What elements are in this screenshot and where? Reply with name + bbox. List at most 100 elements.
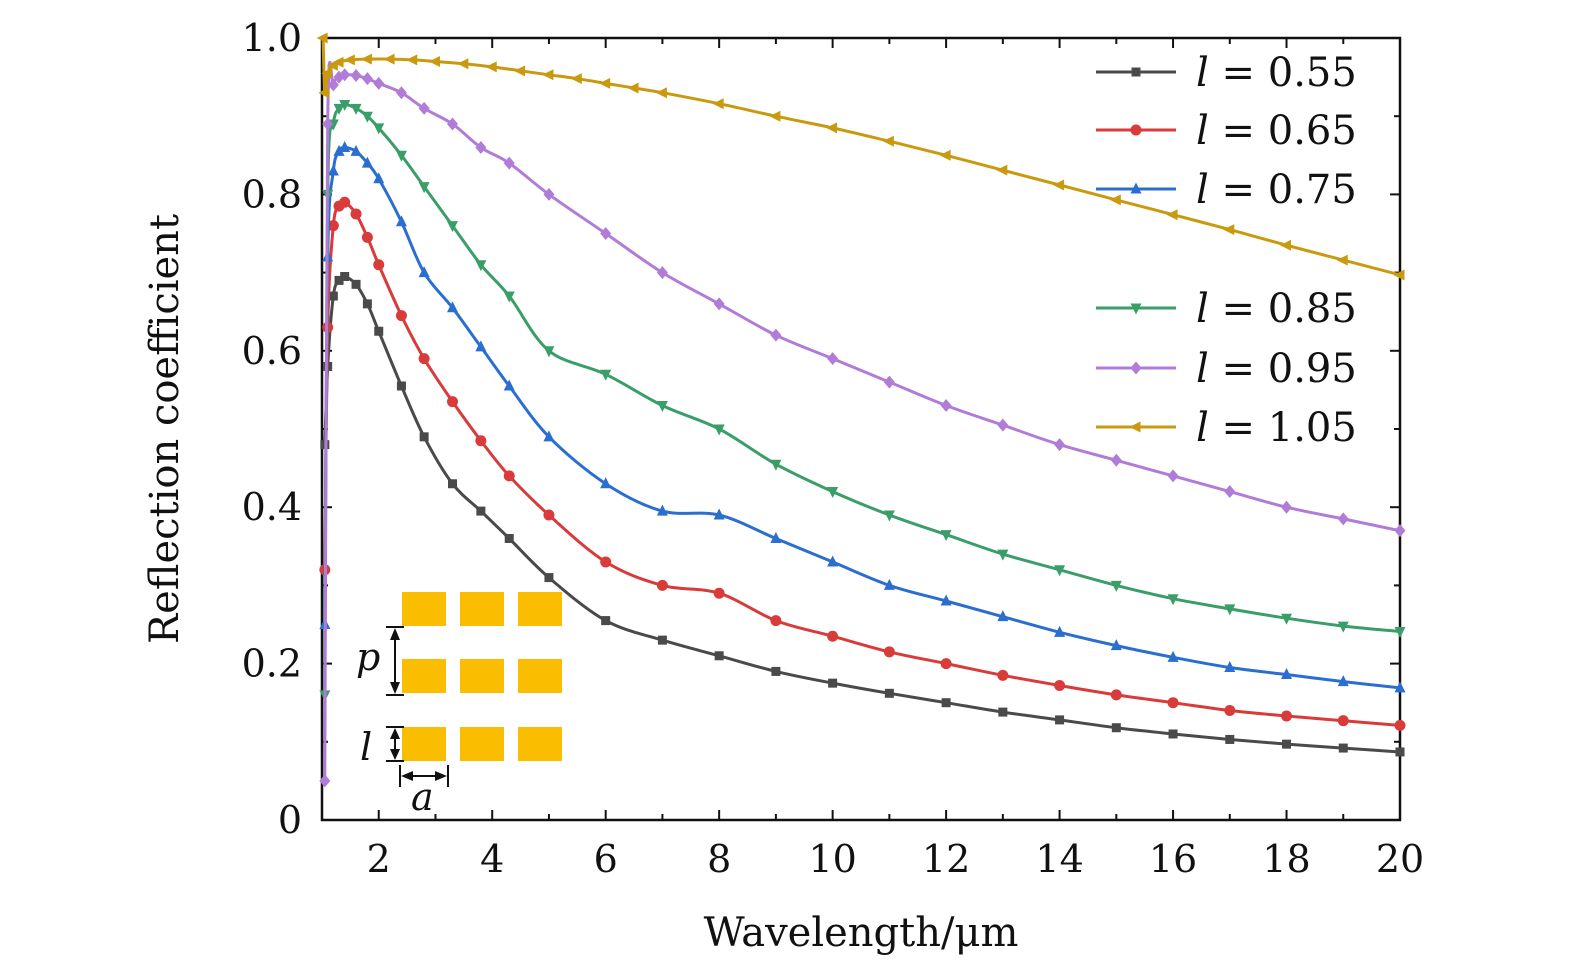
data-point xyxy=(1281,668,1293,680)
data-point xyxy=(1168,729,1178,739)
y-tick-label: 0.4 xyxy=(242,485,302,529)
patch-1-3 xyxy=(518,592,562,626)
data-point xyxy=(657,635,667,645)
data-point xyxy=(1394,681,1406,693)
x-tick-label: 16 xyxy=(1149,837,1197,881)
data-point xyxy=(373,123,385,135)
data-point xyxy=(318,87,330,99)
x-tick-label: 20 xyxy=(1376,837,1424,881)
data-point xyxy=(1109,194,1121,206)
data-point xyxy=(1110,453,1122,467)
data-point xyxy=(373,172,385,184)
x-axis-title: Wavelength/μm xyxy=(704,910,1019,956)
data-point xyxy=(503,156,515,170)
data-point xyxy=(601,616,611,626)
series-0-85 xyxy=(319,99,1406,702)
legend-label: l = 0.65 xyxy=(1196,108,1357,154)
series-layer xyxy=(316,32,1406,788)
data-point xyxy=(600,556,612,568)
data-point xyxy=(503,379,515,391)
data-point xyxy=(1393,269,1405,281)
legend-entry: l = 0.95 xyxy=(1096,346,1357,392)
data-point xyxy=(374,326,384,336)
data-point xyxy=(361,156,373,168)
data-point xyxy=(713,508,725,520)
legend-marker xyxy=(1130,361,1142,375)
data-point xyxy=(328,291,338,301)
data-point xyxy=(361,72,373,86)
data-point xyxy=(361,111,373,123)
data-point xyxy=(503,291,515,303)
data-point xyxy=(1338,743,1348,753)
data-point xyxy=(656,579,668,591)
data-point xyxy=(339,68,351,82)
data-point xyxy=(334,275,344,285)
data-point xyxy=(1337,621,1349,633)
data-point xyxy=(418,353,430,365)
data-point xyxy=(1225,734,1235,744)
data-point xyxy=(446,117,458,131)
data-point xyxy=(1110,639,1122,651)
series-line xyxy=(323,200,1401,727)
data-point xyxy=(350,144,362,156)
data-point xyxy=(997,418,1009,432)
x-tick-label: 12 xyxy=(922,837,970,881)
patch-2-3 xyxy=(518,659,562,693)
data-point xyxy=(1054,565,1066,577)
data-point xyxy=(769,110,781,122)
data-point xyxy=(998,707,1008,717)
data-point xyxy=(362,299,372,309)
data-point xyxy=(1224,604,1236,616)
series-1-05 xyxy=(316,32,1405,281)
legend-label: l = 0.95 xyxy=(1196,346,1357,392)
data-point xyxy=(713,297,725,311)
data-point xyxy=(340,272,350,282)
data-point xyxy=(485,61,497,73)
data-point xyxy=(1167,594,1179,606)
data-point xyxy=(827,555,839,567)
data-point xyxy=(446,301,458,313)
data-point xyxy=(884,688,894,698)
data-point xyxy=(395,86,407,100)
x-tick-label: 18 xyxy=(1262,837,1310,881)
data-point xyxy=(350,69,362,83)
data-point xyxy=(1054,679,1066,691)
data-point xyxy=(476,506,486,516)
data-point xyxy=(327,78,339,92)
data-point xyxy=(395,150,407,162)
data-point xyxy=(395,310,407,322)
patch-3-3 xyxy=(518,727,562,761)
data-point xyxy=(600,477,612,489)
data-point xyxy=(446,221,458,233)
y-axis-title: Reflection coefficient xyxy=(142,214,188,644)
data-point xyxy=(475,340,487,352)
data-point xyxy=(656,266,668,280)
data-point xyxy=(1394,719,1406,731)
data-point xyxy=(316,32,328,44)
data-point xyxy=(339,196,351,208)
data-point xyxy=(1166,209,1178,221)
legend-label: l = 0.55 xyxy=(1196,50,1357,96)
y-tick-label: 0.6 xyxy=(242,329,302,373)
data-point xyxy=(883,510,895,522)
patch-1-1 xyxy=(402,592,446,626)
data-point xyxy=(1223,224,1235,236)
data-point xyxy=(1336,254,1348,266)
data-point xyxy=(504,533,514,543)
data-point xyxy=(1337,715,1349,727)
y-tick-label: 0.8 xyxy=(242,172,302,216)
length-l-dimension xyxy=(386,726,404,762)
series-0-75 xyxy=(319,140,1406,693)
patch-3-1 xyxy=(402,727,446,761)
data-point xyxy=(321,67,333,79)
data-point xyxy=(656,401,668,413)
data-point xyxy=(457,58,469,70)
data-point xyxy=(1281,500,1293,514)
data-point xyxy=(770,459,782,471)
data-point xyxy=(770,531,782,543)
data-point xyxy=(373,259,385,271)
data-point xyxy=(1053,179,1065,191)
data-point xyxy=(446,396,458,408)
data-point xyxy=(542,69,554,81)
data-point xyxy=(332,56,344,68)
